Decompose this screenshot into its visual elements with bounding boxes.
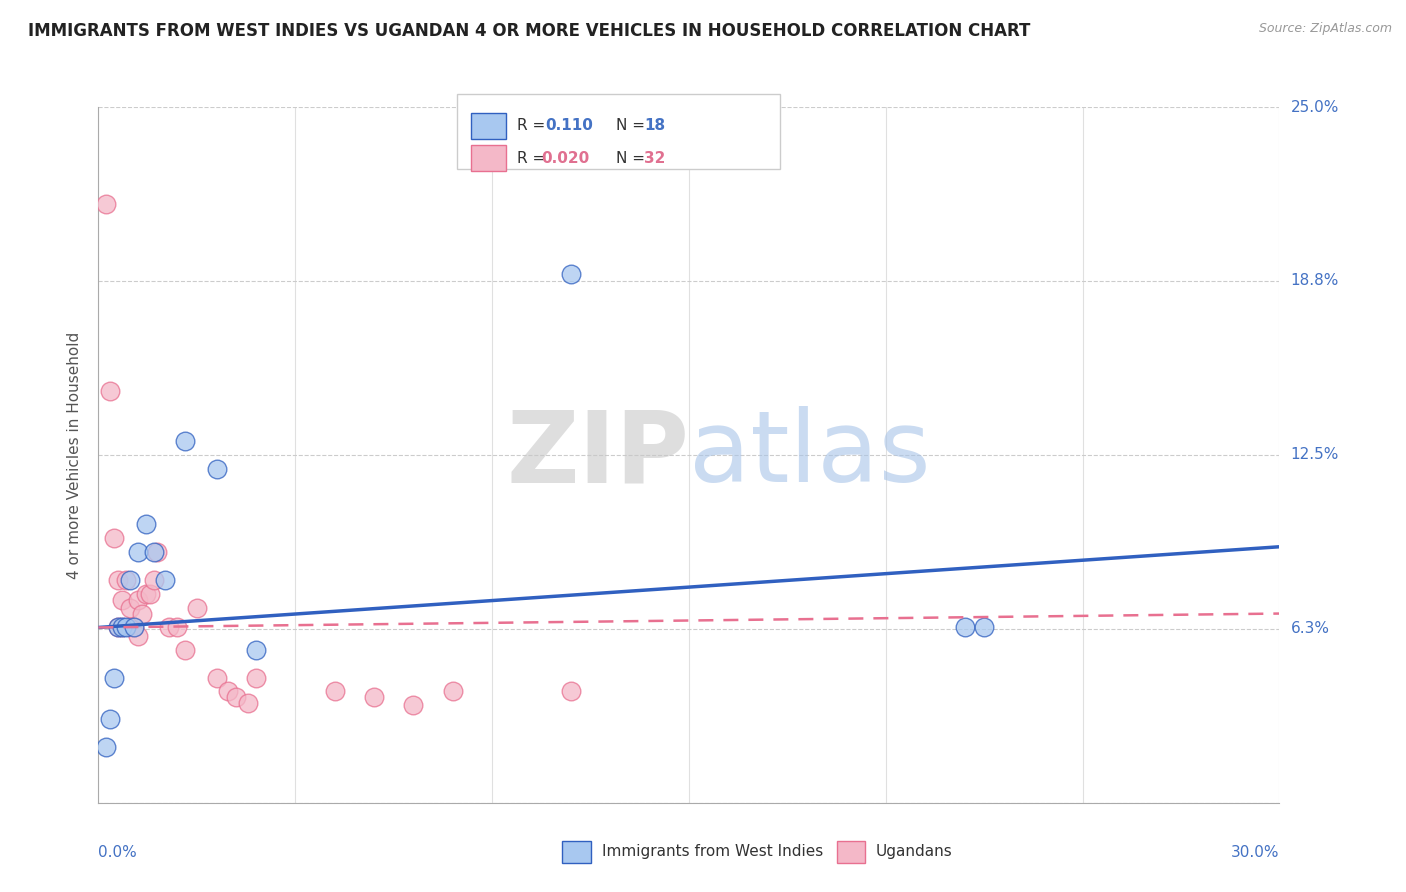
Point bbox=[107, 620, 129, 634]
Text: R =: R = bbox=[517, 119, 555, 134]
Text: 18.8%: 18.8% bbox=[1291, 274, 1339, 288]
Point bbox=[157, 620, 180, 634]
Text: N =: N = bbox=[616, 151, 650, 166]
Point bbox=[142, 573, 165, 587]
Point bbox=[441, 684, 464, 698]
Point bbox=[107, 620, 129, 634]
Point bbox=[127, 592, 149, 607]
Point bbox=[402, 698, 425, 713]
Point bbox=[96, 197, 118, 211]
Point bbox=[127, 629, 149, 643]
Point bbox=[111, 620, 134, 634]
Point bbox=[953, 620, 976, 634]
Text: N =: N = bbox=[616, 119, 650, 134]
Text: 0.020: 0.020 bbox=[541, 151, 589, 166]
Point bbox=[245, 671, 267, 685]
Point bbox=[103, 532, 125, 546]
Point bbox=[205, 671, 228, 685]
Text: ZIP: ZIP bbox=[506, 407, 689, 503]
Point bbox=[146, 545, 169, 559]
Point bbox=[225, 690, 247, 704]
Point bbox=[245, 642, 267, 657]
Point bbox=[115, 620, 138, 634]
Point bbox=[205, 462, 228, 476]
Point bbox=[127, 545, 149, 559]
Point bbox=[118, 573, 141, 587]
Point bbox=[118, 620, 141, 634]
Point bbox=[98, 712, 121, 726]
Point bbox=[174, 642, 197, 657]
Point bbox=[138, 587, 160, 601]
Point bbox=[122, 620, 145, 634]
Text: atlas: atlas bbox=[689, 407, 931, 503]
Text: 25.0%: 25.0% bbox=[1291, 100, 1339, 114]
Point bbox=[135, 517, 157, 532]
Point bbox=[155, 573, 177, 587]
Point bbox=[323, 684, 346, 698]
Point bbox=[103, 671, 125, 685]
Point bbox=[560, 267, 582, 281]
Y-axis label: 4 or more Vehicles in Household: 4 or more Vehicles in Household bbox=[67, 331, 83, 579]
Text: 0.0%: 0.0% bbox=[98, 845, 138, 860]
Point bbox=[236, 696, 259, 710]
Text: 30.0%: 30.0% bbox=[1232, 845, 1279, 860]
Point bbox=[166, 620, 188, 634]
Point bbox=[111, 592, 134, 607]
Point bbox=[111, 620, 134, 634]
Point bbox=[107, 573, 129, 587]
Point bbox=[135, 587, 157, 601]
Text: IMMIGRANTS FROM WEST INDIES VS UGANDAN 4 OR MORE VEHICLES IN HOUSEHOLD CORRELATI: IMMIGRANTS FROM WEST INDIES VS UGANDAN 4… bbox=[28, 22, 1031, 40]
Text: 6.3%: 6.3% bbox=[1291, 622, 1330, 636]
Point bbox=[363, 690, 385, 704]
Text: 12.5%: 12.5% bbox=[1291, 448, 1339, 462]
Point bbox=[96, 740, 118, 755]
Point bbox=[142, 545, 165, 559]
Point bbox=[122, 620, 145, 634]
Point bbox=[174, 434, 197, 448]
Point bbox=[98, 384, 121, 398]
Point bbox=[115, 573, 138, 587]
Text: 0.110: 0.110 bbox=[546, 119, 593, 134]
Text: Immigrants from West Indies: Immigrants from West Indies bbox=[602, 845, 823, 859]
Text: Source: ZipAtlas.com: Source: ZipAtlas.com bbox=[1258, 22, 1392, 36]
Text: R =: R = bbox=[517, 151, 551, 166]
Point bbox=[186, 601, 208, 615]
Point bbox=[217, 684, 239, 698]
Text: Ugandans: Ugandans bbox=[876, 845, 953, 859]
Text: 18: 18 bbox=[644, 119, 665, 134]
Point bbox=[560, 684, 582, 698]
Text: 32: 32 bbox=[644, 151, 665, 166]
Point bbox=[118, 601, 141, 615]
Point bbox=[973, 620, 995, 634]
Point bbox=[131, 607, 153, 621]
